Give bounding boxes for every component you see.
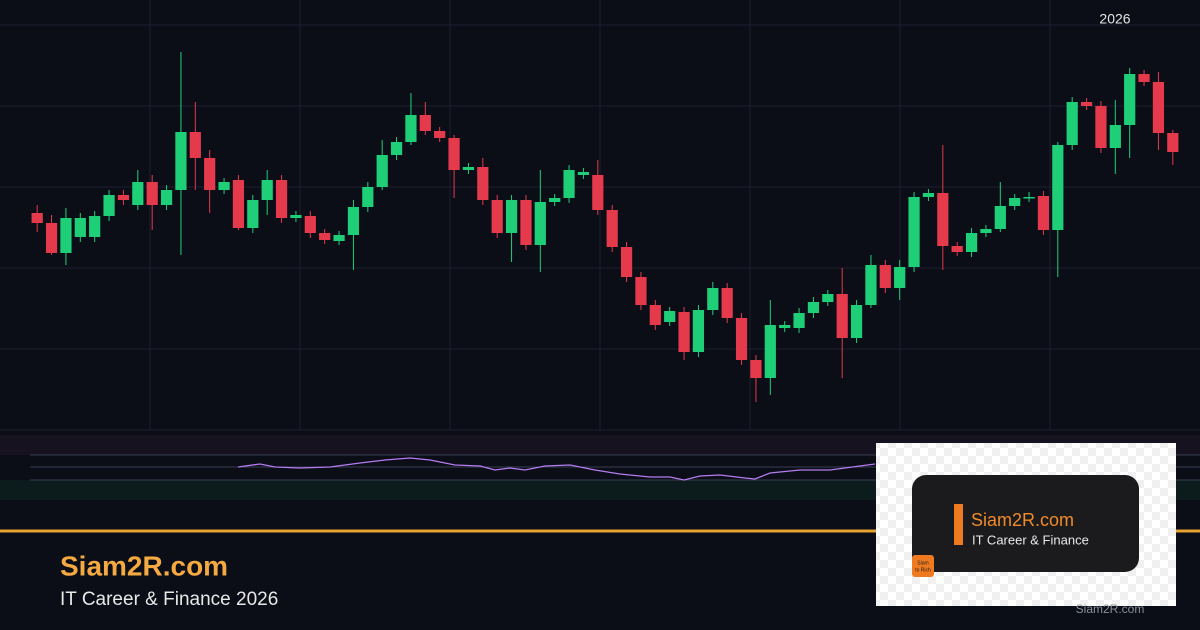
- site-name: Siam2R.com: [60, 550, 228, 581]
- candle-body: [793, 313, 805, 328]
- candle-body: [146, 182, 158, 205]
- candle-body: [692, 310, 705, 352]
- candle-body: [606, 210, 618, 247]
- candle-body: [247, 200, 259, 228]
- indicator: [237, 457, 876, 481]
- candle-body: [1138, 74, 1150, 82]
- candle-body: [1080, 102, 1093, 106]
- candle-body: [60, 218, 72, 253]
- candle-body: [577, 172, 590, 175]
- candle-body: [448, 138, 460, 170]
- candle-body: [405, 115, 417, 142]
- candle-body: [836, 294, 848, 338]
- candle-body: [1066, 102, 1078, 145]
- candle-body: [491, 200, 503, 233]
- candle-body: [879, 265, 891, 288]
- candle-body: [1052, 145, 1064, 230]
- candle-body: [434, 131, 446, 138]
- candle-body: [189, 132, 201, 158]
- candle-body: [592, 175, 604, 210]
- candle-body: [1023, 197, 1035, 199]
- watermark: Siam2R.com: [1076, 602, 1145, 616]
- candle-body: [1167, 133, 1179, 152]
- candle-body: [549, 198, 561, 202]
- candle-body: [822, 294, 834, 302]
- candle-body: [261, 180, 273, 200]
- candle-body: [865, 265, 877, 305]
- candle-body: [31, 213, 43, 223]
- candle-body: [908, 197, 920, 267]
- candle-body: [520, 200, 532, 245]
- logo-title: Siam2R.com: [971, 510, 1074, 530]
- candle-body: [160, 190, 173, 205]
- candle-body: [319, 233, 331, 240]
- candle-body: [1095, 106, 1107, 148]
- candle-body: [45, 223, 58, 253]
- annotation: 2026: [1099, 11, 1130, 27]
- candle-body: [204, 158, 216, 190]
- candle-body: [1124, 74, 1136, 125]
- candle-body: [89, 216, 101, 237]
- candle-body: [635, 277, 647, 305]
- logo-subtitle: IT Career & Finance: [972, 532, 1089, 547]
- candle-body: [103, 195, 115, 216]
- candle-body: [779, 325, 791, 328]
- candle-body: [764, 325, 776, 378]
- candle-body: [347, 207, 360, 235]
- candle-body: [1152, 82, 1165, 133]
- candle-body: [649, 305, 661, 325]
- candle-body: [232, 180, 245, 228]
- candle-body: [390, 142, 403, 155]
- candle-body: [175, 132, 187, 190]
- candle-body: [678, 312, 690, 352]
- candle-body: [965, 233, 978, 252]
- candle-body: [620, 247, 633, 277]
- candle-body: [333, 235, 345, 241]
- logo-bar: [954, 504, 963, 545]
- candle-body: [1037, 196, 1050, 230]
- candle-body: [362, 187, 374, 207]
- candle-body: [462, 167, 475, 170]
- candle-body: [894, 267, 906, 288]
- candle-body: [980, 229, 992, 233]
- candle-body: [376, 155, 388, 187]
- candles: [31, 52, 1179, 402]
- candle-body: [750, 360, 762, 378]
- candle-body: [951, 246, 963, 252]
- tagline: IT Career & Finance 2026: [60, 589, 278, 610]
- candle-body: [707, 288, 719, 310]
- candle-body: [304, 216, 316, 233]
- candle-body: [563, 170, 575, 198]
- candle-body: [735, 318, 748, 360]
- candle-body: [117, 195, 130, 200]
- candle-body: [664, 311, 676, 322]
- candle-body: [850, 305, 863, 338]
- logo-badge-text: Siam: [917, 560, 928, 566]
- candle-body: [1109, 125, 1121, 148]
- candle-body: [74, 218, 86, 237]
- candle-body: [132, 182, 144, 205]
- candle-body: [290, 215, 302, 218]
- candle-body: [937, 193, 949, 246]
- candle-body: [807, 302, 820, 313]
- candle-body: [1009, 198, 1021, 206]
- candle-body: [534, 202, 546, 245]
- candle-body: [721, 288, 733, 318]
- candle-body: [922, 193, 935, 197]
- candle-body: [505, 200, 518, 233]
- candle-body: [218, 182, 230, 190]
- logo-card: [912, 475, 1139, 572]
- candle-body: [419, 115, 431, 131]
- candle-body: [275, 180, 288, 218]
- logo-badge-text: to Rich: [915, 567, 931, 573]
- candle-body: [477, 167, 489, 200]
- candle-body: [994, 206, 1006, 229]
- logo-badge: [912, 555, 934, 577]
